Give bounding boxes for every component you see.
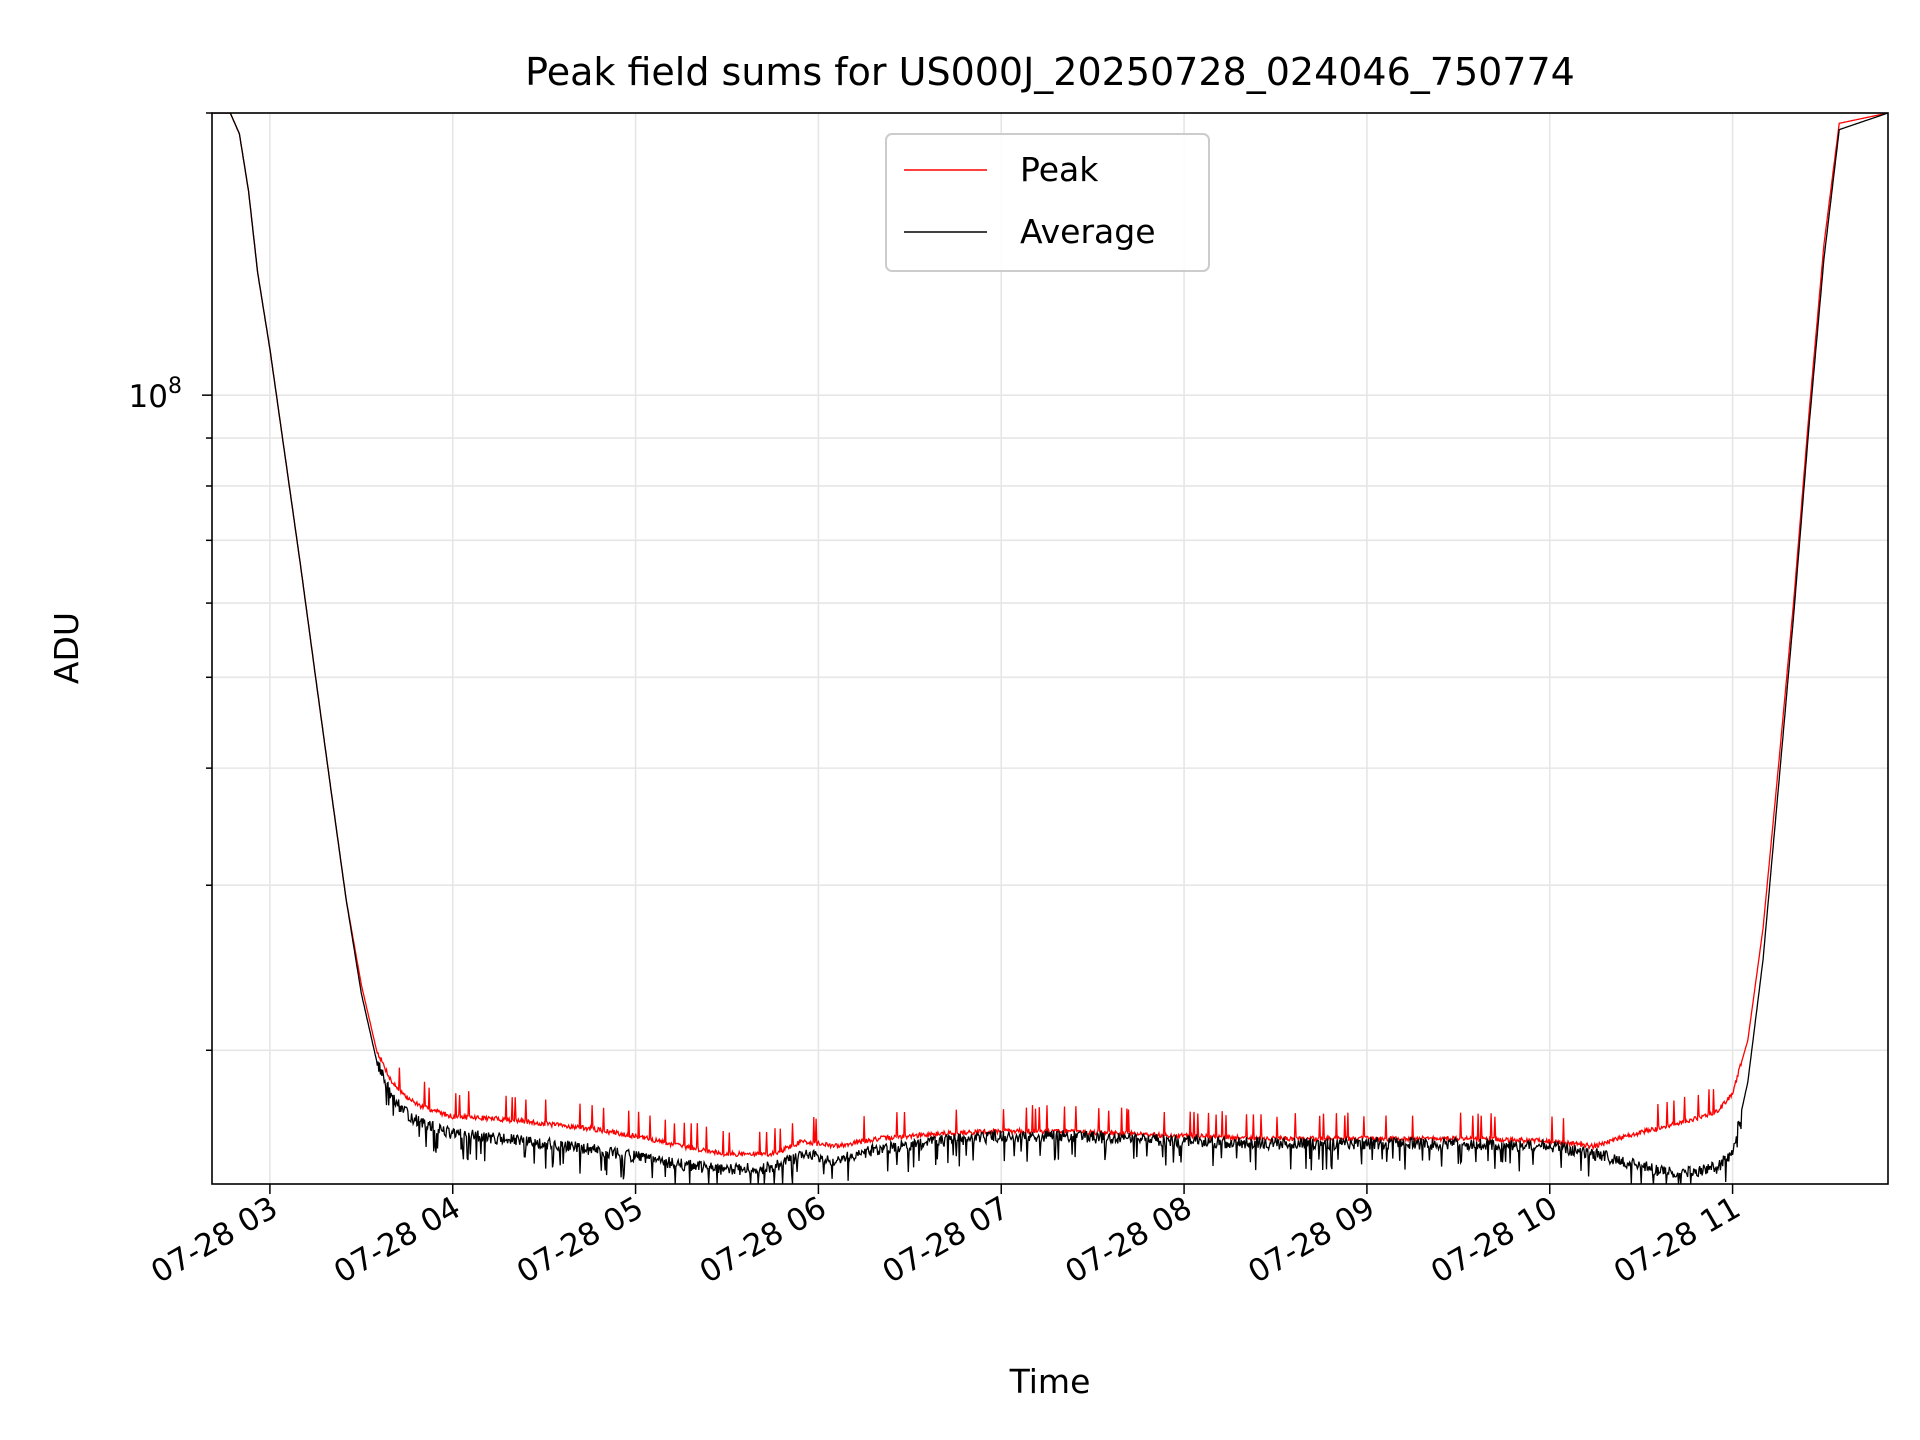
chart-title: Peak field sums for US000J_20250728_0240… [525,50,1575,94]
series-average-line [212,113,1888,1184]
legend: Peak Average [885,133,1210,272]
plot-area [212,113,1888,1184]
legend-box [885,133,1210,272]
y-axis-label: ADU [47,612,86,684]
y-axis-ticks: 108 [129,112,212,1052]
legend-average-label: Average [1020,212,1156,251]
legend-peak-label: Peak [1020,150,1099,189]
x-axis-label: Time [1009,1362,1091,1401]
y-tick-label: 108 [129,374,182,415]
plot-frame [211,112,1889,1185]
